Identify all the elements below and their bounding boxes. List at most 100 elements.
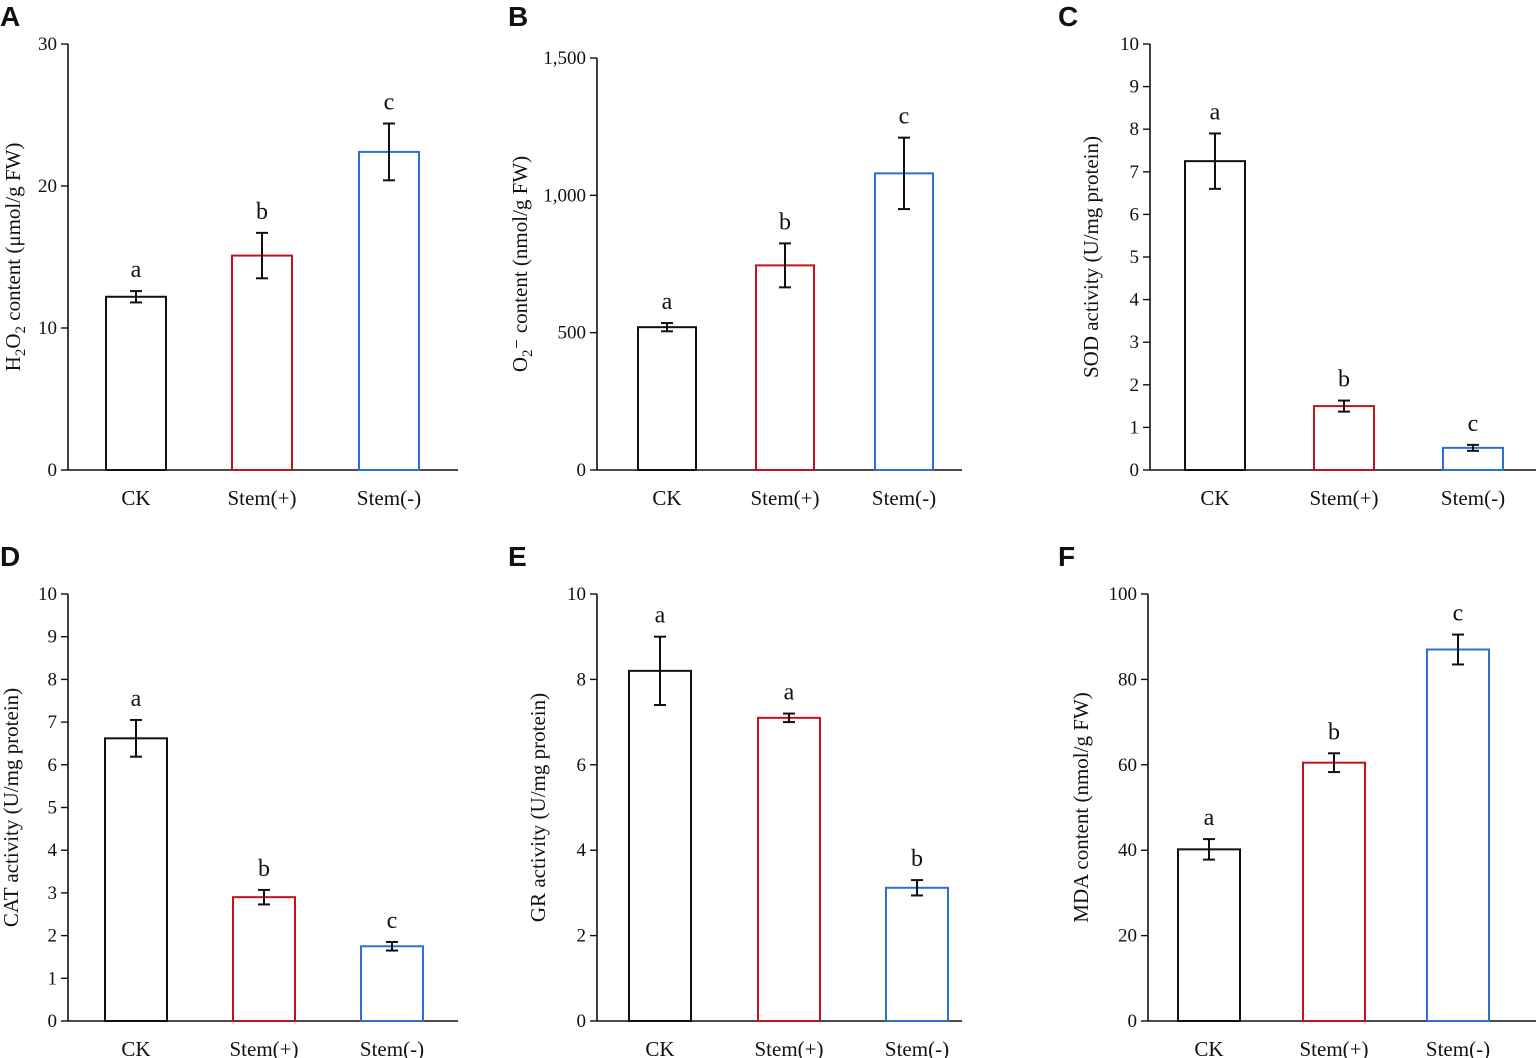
y-tick-label: 1,500 — [543, 48, 586, 69]
bar-stem-minus — [1426, 648, 1490, 1022]
significance-label: c — [387, 908, 398, 934]
y-tick-label: 80 — [1118, 669, 1137, 690]
significance-label: a — [655, 603, 666, 629]
y-tick-label: 5 — [1130, 247, 1140, 268]
bar-stem-plus — [232, 896, 296, 1022]
x-category-label: CK — [645, 1037, 674, 1058]
x-category-label: Stem(+) — [1300, 1037, 1369, 1058]
bar-ck — [1184, 160, 1246, 471]
y-tick-label: 0 — [577, 1011, 587, 1032]
y-tick-label: 7 — [1130, 162, 1140, 183]
significance-label: b — [256, 199, 268, 225]
significance-label: c — [1468, 411, 1479, 437]
chart-panel-d: D 0 1 2 3 4 5 6 7 8 9 10 CAT activity (U/mg protein)… — [0, 541, 458, 1058]
bar-stem-minus — [885, 886, 949, 1022]
chart-panel-b: B 0 500 1,000 1,500 O2⁻ content (nmol/g FW) a C… — [508, 1, 962, 510]
y-tick-label: 1,000 — [543, 185, 586, 206]
y-tick-label: 0 — [1128, 1011, 1138, 1032]
y-tick-label: 60 — [1118, 755, 1137, 776]
panel-letter: F — [1058, 541, 1075, 572]
y-axis-label: MDA content (nmol/g FW) — [1069, 692, 1093, 922]
y-axis-label-subscript: 2 — [520, 349, 536, 357]
y-axis-label-text: GR activity (U/mg protein) — [526, 693, 550, 922]
y-axis-label-text: CAT activity (U/mg protein) — [0, 688, 23, 927]
bar-stem-plus — [757, 716, 821, 1023]
x-category-label: Stem(+) — [1310, 486, 1379, 510]
y-axis-label-subscript: 2 — [13, 349, 29, 357]
panel-letter: C — [1058, 1, 1078, 32]
y-tick-label: 0 — [48, 460, 58, 481]
significance-label: b — [779, 209, 791, 235]
y-tick-label: 8 — [1130, 119, 1140, 140]
y-tick-label: 4 — [48, 840, 58, 861]
y-tick-label: 20 — [1118, 926, 1137, 947]
y-tick-label: 9 — [48, 627, 58, 648]
x-category-label: Stem(-) — [872, 486, 936, 510]
significance-label: b — [1328, 719, 1340, 745]
x-category-label: Stem(+) — [228, 486, 297, 510]
bar-ck — [628, 669, 692, 1022]
y-tick-label: 20 — [38, 176, 57, 197]
y-axis-label: O2⁻ content (nmol/g FW) — [508, 156, 536, 372]
y-tick-label: 100 — [1109, 584, 1138, 605]
y-tick-label: 1 — [1130, 417, 1140, 438]
panel-letter: B — [508, 1, 528, 32]
x-category-label: CK — [121, 1037, 150, 1058]
y-tick-label: 8 — [48, 669, 58, 690]
y-axis-label: GR activity (U/mg protein) — [526, 693, 550, 922]
x-category-label: CK — [652, 486, 681, 510]
x-category-label: Stem(-) — [1441, 486, 1505, 510]
bar-stem-minus — [360, 945, 424, 1023]
significance-label: b — [1338, 367, 1350, 393]
bar-ck — [637, 326, 697, 471]
y-tick-label: 6 — [48, 755, 58, 776]
chart-panel-c: C 0 1 2 3 4 5 6 7 8 9 10 SOD activity (U/mg protein)… — [1058, 1, 1536, 510]
bar-stem-minus — [874, 172, 934, 472]
y-tick-label: 4 — [1130, 290, 1140, 311]
bar-ck — [104, 737, 168, 1022]
y-axis-label-text: H — [1, 356, 25, 371]
y-tick-label: 5 — [48, 798, 58, 819]
x-category-label: Stem(-) — [360, 1037, 424, 1058]
y-tick-label: 10 — [1120, 34, 1139, 55]
y-axis-label: H2O2 content (μmol/g FW) — [1, 143, 29, 372]
y-tick-label: 10 — [38, 584, 57, 605]
y-tick-label: 6 — [1130, 204, 1140, 225]
y-tick-label: 40 — [1118, 840, 1137, 861]
x-category-label: Stem(-) — [885, 1037, 949, 1058]
y-tick-label: 2 — [48, 926, 58, 947]
significance-label: b — [911, 846, 923, 872]
y-tick-label: 0 — [48, 1011, 58, 1032]
y-tick-label: 2 — [1130, 375, 1140, 396]
y-tick-label: 0 — [577, 460, 587, 481]
significance-label: a — [662, 289, 673, 315]
x-category-label: Stem(+) — [751, 486, 820, 510]
significance-label: c — [384, 90, 395, 116]
y-tick-label: 0 — [1130, 460, 1140, 481]
chart-panel-f: F 0 20 40 60 80 100 MDA content (nmol/g FW) a CK b… — [1058, 541, 1536, 1058]
y-tick-label: 6 — [577, 755, 587, 776]
y-axis-label: CAT activity (U/mg protein) — [0, 688, 23, 927]
panel-letter: E — [508, 541, 527, 572]
bar-ck — [1177, 848, 1241, 1023]
y-axis-label-text: ⁻ content (nmol/g FW) — [508, 156, 532, 350]
y-tick-label: 9 — [1130, 77, 1140, 98]
bar-stem-minus — [358, 150, 420, 471]
bar-stem-plus — [231, 254, 293, 471]
bar-ck — [105, 295, 167, 472]
y-tick-label: 500 — [558, 323, 587, 344]
significance-label: a — [784, 680, 795, 706]
x-category-label: Stem(-) — [1426, 1037, 1490, 1058]
significance-label: a — [1204, 805, 1215, 831]
significance-label: c — [899, 104, 910, 130]
bar-stem-plus — [755, 264, 815, 471]
y-tick-label: 1 — [48, 968, 58, 989]
y-axis-label-text: SOD activity (U/mg protein) — [1079, 136, 1103, 378]
y-tick-label: 10 — [567, 584, 586, 605]
panel-letter: A — [0, 1, 20, 32]
y-tick-label: 7 — [48, 712, 58, 733]
y-axis-label: SOD activity (U/mg protein) — [1079, 136, 1103, 378]
y-axis-label-text: O — [508, 357, 532, 372]
